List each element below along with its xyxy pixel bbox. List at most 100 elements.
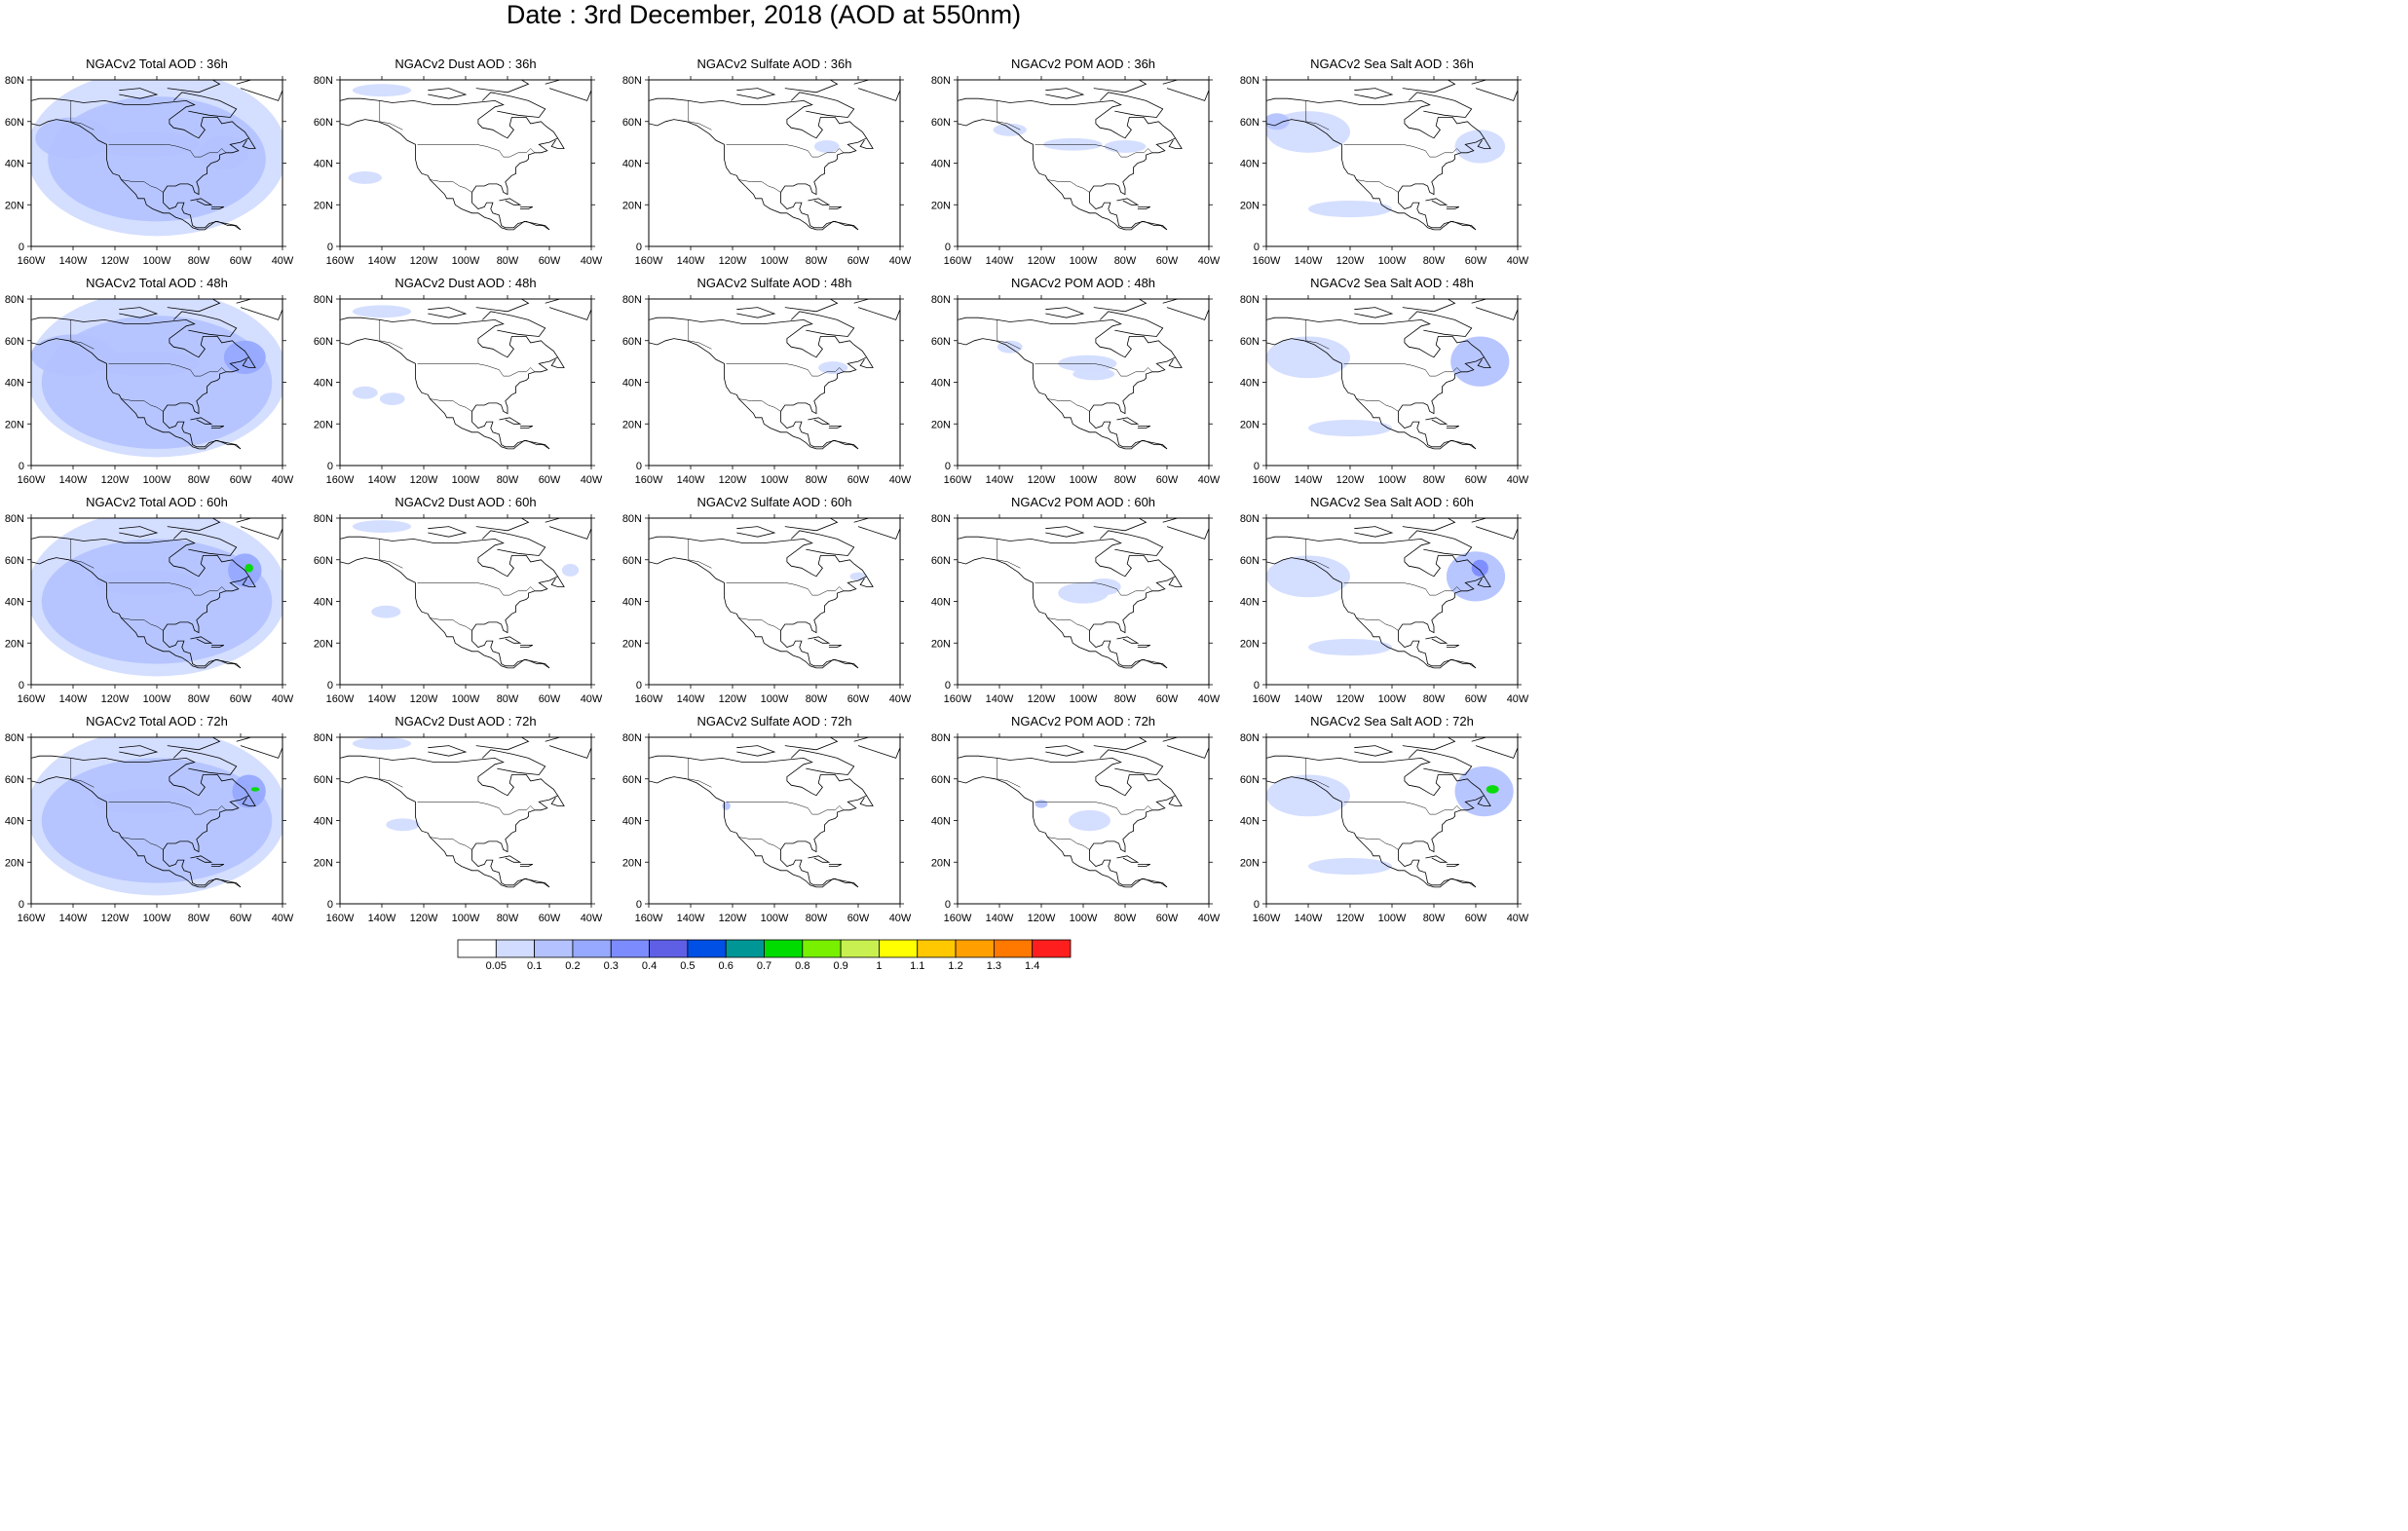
coastline	[481, 530, 546, 556]
lon-tick-label: 100W	[761, 255, 789, 267]
lat-tick-label: 60N	[931, 117, 951, 129]
coastline	[828, 645, 842, 648]
lat-tick-label: 20N	[1240, 200, 1260, 211]
coastline	[119, 307, 159, 318]
map-panel-total-36h: NGACv2 Total AOD : 36h 160W 140W 120W 100W 80…	[0, 56, 294, 267]
lon-tick-label: 80W	[497, 474, 519, 486]
political-border	[1047, 837, 1090, 850]
lon-tick-label: 100W	[452, 693, 480, 705]
lat-tick-label: 80N	[5, 75, 24, 87]
coastline	[499, 636, 522, 644]
panel-title: NGACv2 Sulfate AOD : 72h	[696, 714, 852, 728]
lon-tick-label: 120W	[101, 255, 130, 267]
coastline	[828, 206, 842, 209]
coastline	[545, 518, 591, 540]
map-frame	[648, 736, 901, 905]
political-border	[997, 100, 1021, 131]
lon-tick-label: 140W	[1295, 255, 1323, 267]
lat-tick-label: 60N	[314, 336, 333, 348]
lon-tick-label: 60W	[1156, 255, 1179, 267]
lat-tick-label: 40N	[5, 378, 24, 390]
figure-title: Date : 3rd December, 2018 (AOD at 550nm)	[506, 0, 1022, 29]
lon-tick-label: 120W	[719, 255, 747, 267]
map-panel-pom-60h: NGACv2 POM AOD : 60h 160W 140W 120W 100W 80W 6…	[926, 495, 1221, 705]
lon-tick-label: 160W	[1253, 255, 1281, 267]
colorbar-swatch	[495, 939, 536, 958]
coastline	[242, 137, 256, 149]
panel-title: NGACv2 POM AOD : 60h	[1010, 495, 1156, 509]
coastline	[340, 536, 559, 669]
coastline	[545, 80, 591, 101]
coastline	[1402, 299, 1456, 313]
lon-tick-label: 160W	[326, 913, 355, 924]
lon-tick-label: 160W	[18, 913, 46, 924]
lon-tick-label: 140W	[986, 913, 1014, 924]
lat-tick-label: 60N	[314, 555, 333, 567]
lon-tick-label: 100W	[761, 693, 789, 705]
aod-patch	[1486, 785, 1499, 794]
lon-tick-label: 140W	[986, 255, 1014, 267]
lat-tick-label: 40N	[1240, 378, 1260, 390]
map-panel-total-48h: NGACv2 Total AOD : 48h 160W 140W 120W 100W 80…	[0, 276, 294, 486]
aod-patch	[1471, 559, 1488, 577]
lon-tick-label: 40W	[1507, 255, 1529, 267]
aod-patch	[561, 564, 580, 577]
coastline	[1425, 636, 1449, 644]
lon-tick-label: 140W	[368, 474, 396, 486]
coastline	[210, 206, 224, 209]
map-panel-total-60h: NGACv2 Total AOD : 60h 160W 140W 120W 100W 80…	[0, 495, 294, 705]
map-plot: 160W 140W 120W 100W 80W 60W 40W 0 20N 40N 60N 80N	[1240, 513, 1529, 705]
coastline	[1093, 518, 1148, 532]
map-plot: 160W 140W 120W 100W 80W 60W 40W 0 20N 40N 60N 80N	[931, 732, 1221, 924]
political-border	[738, 837, 781, 850]
lon-tick-label: 120W	[719, 693, 747, 705]
lat-tick-label: 0	[327, 680, 333, 691]
lon-tick-label: 100W	[1070, 255, 1098, 267]
lon-tick-label: 160W	[635, 913, 663, 924]
lat-tick-label: 60N	[1240, 774, 1260, 786]
lon-tick-label: 60W	[230, 913, 252, 924]
lon-tick-label: 120W	[410, 913, 438, 924]
coastline	[428, 526, 468, 538]
coastline	[31, 755, 250, 888]
map-plot: 160W 140W 120W 100W 80W 60W 40W 0 20N 40N 60N 80N	[1240, 732, 1529, 924]
political-border	[108, 582, 227, 596]
coastline	[545, 299, 591, 320]
lon-tick-label: 120W	[101, 693, 130, 705]
colorbar-level-label: 0.6	[718, 960, 734, 972]
coastline	[31, 119, 242, 231]
lon-tick-label: 40W	[272, 913, 294, 924]
colorbar-swatch	[764, 939, 804, 958]
colorbar-level-label: 0.8	[795, 960, 810, 972]
coastline	[167, 518, 221, 532]
colorbar-level-label: 1.3	[986, 960, 1002, 972]
lat-tick-label: 60N	[314, 117, 333, 129]
political-border	[688, 319, 712, 350]
lon-tick-label: 40W	[1507, 474, 1529, 486]
map-frame	[648, 79, 901, 247]
lat-tick-label: 20N	[5, 638, 24, 650]
coastline	[1266, 119, 1477, 231]
lon-tick-label: 80W	[497, 255, 519, 267]
lon-tick-label: 160W	[1253, 693, 1281, 705]
lon-tick-label: 160W	[944, 693, 972, 705]
panel-title: NGACv2 Sulfate AOD : 60h	[696, 495, 852, 509]
coastline	[1446, 206, 1459, 209]
lat-tick-label: 60N	[931, 555, 951, 567]
coastline	[210, 864, 224, 867]
aod-patch	[1446, 551, 1506, 602]
lat-tick-label: 40N	[5, 816, 24, 828]
coastline	[1425, 855, 1449, 863]
coastline	[1446, 864, 1459, 867]
coastline	[210, 645, 224, 648]
colorbar-swatch	[649, 939, 689, 958]
coastline	[790, 311, 855, 337]
lon-tick-label: 80W	[806, 474, 828, 486]
coastline	[1116, 417, 1140, 425]
coastline	[1446, 645, 1459, 648]
lon-tick-label: 140W	[986, 474, 1014, 486]
coastline	[236, 518, 282, 540]
coastline	[1162, 299, 1209, 320]
aod-patch	[1454, 766, 1514, 817]
coastline	[1162, 518, 1209, 540]
